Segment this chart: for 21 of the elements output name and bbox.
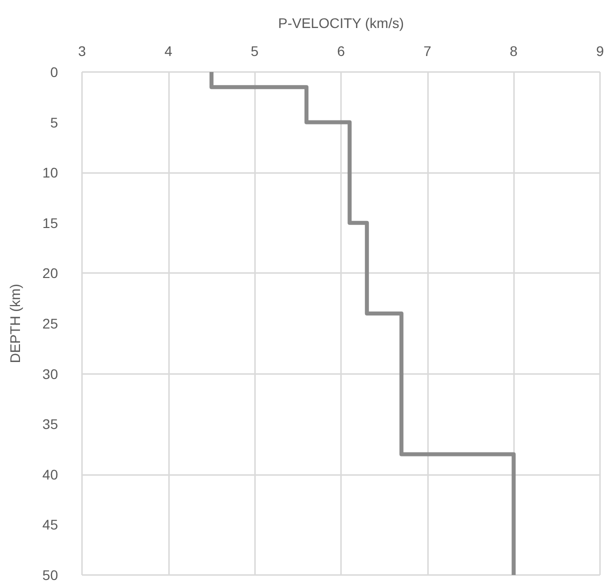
- x-tick-label: 3: [78, 43, 86, 59]
- y-tick-label: 35: [42, 416, 58, 432]
- y-tick-label: 20: [42, 265, 58, 282]
- line-series: [210, 70, 516, 577]
- y-tick-label: 5: [50, 114, 58, 130]
- x-tick-label: 5: [250, 43, 259, 59]
- y-tick-label: 50: [42, 567, 58, 582]
- y-tick-label: 25: [42, 316, 58, 332]
- x-axis-title: P-VELOCITY (km/s): [278, 15, 404, 31]
- y-tick-label: 40: [42, 466, 58, 482]
- y-tick-label: 15: [42, 214, 58, 231]
- x-tick-label: 8: [510, 43, 518, 59]
- y-tick-label: 10: [42, 164, 58, 181]
- y-tick-label: 45: [42, 516, 58, 533]
- y-tick-label: 0: [50, 64, 58, 80]
- x-tick-label: 9: [596, 43, 604, 59]
- y-axis-title: DEPTH (km): [7, 284, 23, 364]
- x-tick-label: 4: [164, 43, 172, 59]
- x-tick-label: 7: [423, 43, 432, 59]
- x-tick-label: 6: [337, 43, 346, 59]
- y-tick-label: 30: [42, 366, 58, 382]
